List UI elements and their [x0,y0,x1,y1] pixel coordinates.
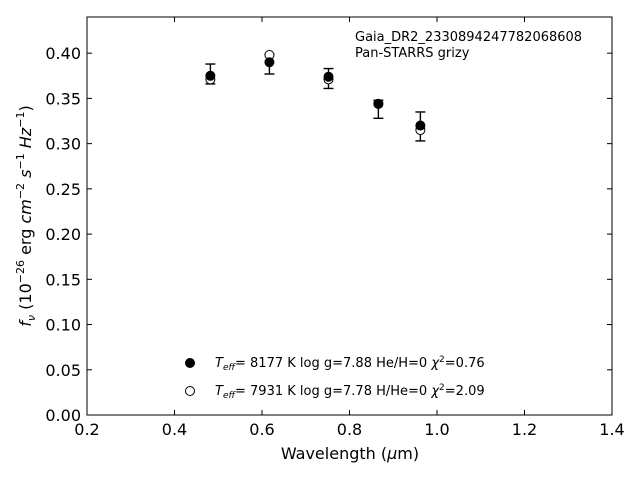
legend-marker-open-circle [185,386,195,396]
legend-entry-1-comp: He/H=0 [376,356,427,371]
y-tick-label: 0.10 [45,316,81,335]
y-tick-label: 0.30 [45,135,81,154]
y-tick-label: 0.15 [45,270,81,289]
x-tick-label: 0.8 [337,420,362,439]
x-tick-label: 0.2 [74,420,99,439]
data-point-filled [415,120,426,131]
data-point-filled [323,71,334,82]
y-tick-label: 0.00 [45,406,81,425]
legend-entry-1: Teff= 8177 K log g=7.88 He/H=0 χ2=0.76 [215,355,485,373]
x-axis-label: Wavelength (μm) [281,444,419,463]
legend-entry-1-chi2: =0.76 [445,356,485,371]
legend-entry-2-chi2: =2.09 [445,384,485,399]
y-tick-label: 0.25 [45,180,81,199]
legend-entry-1-teff: 8177 K [250,356,296,371]
legend-entry-1-logg: log g=7.88 [300,356,372,371]
plot-elements: 0.2 0.4 0.6 0.8 1.0 1.2 1.4 0.00 0.05 0.10 0.15 0.2… [45,16,625,439]
x-tick-label: 1.0 [424,420,449,439]
y-tick-label: 0.20 [45,225,81,244]
legend-entry-2-comp: H/He=0 [376,384,427,399]
y-tick-label: 0.40 [45,44,81,63]
legend-marker-filled-circle [185,358,195,368]
data-point-filled [205,70,216,81]
legend-entry-2: Teff= 7931 K log g=7.78 H/He=0 χ2=2.09 [215,383,485,401]
data-point-filled [373,98,384,109]
data-point-filled [264,57,275,68]
y-tick-label: 0.35 [45,89,81,108]
annotation-survey: Pan-STARRS grizy [355,46,470,61]
x-tick-label: 0.4 [162,420,187,439]
x-tick-label: 0.6 [249,420,274,439]
legend-entry-2-teff: 7931 K [250,384,296,399]
y-tick-label: 0.05 [45,361,81,380]
legend: Teff= 8177 K log g=7.88 He/H=0 χ2=0.76 T… [185,355,485,401]
annotation-object-id: Gaia_DR2_2330894247782068608 [355,30,582,45]
y-axis-label: fν (10−26 erg cm−2 s−1 Hz−1) [14,105,38,326]
x-tick-label: 1.2 [512,420,537,439]
x-tick-label: 1.4 [599,420,624,439]
legend-entry-2-logg: log g=7.78 [300,384,372,399]
